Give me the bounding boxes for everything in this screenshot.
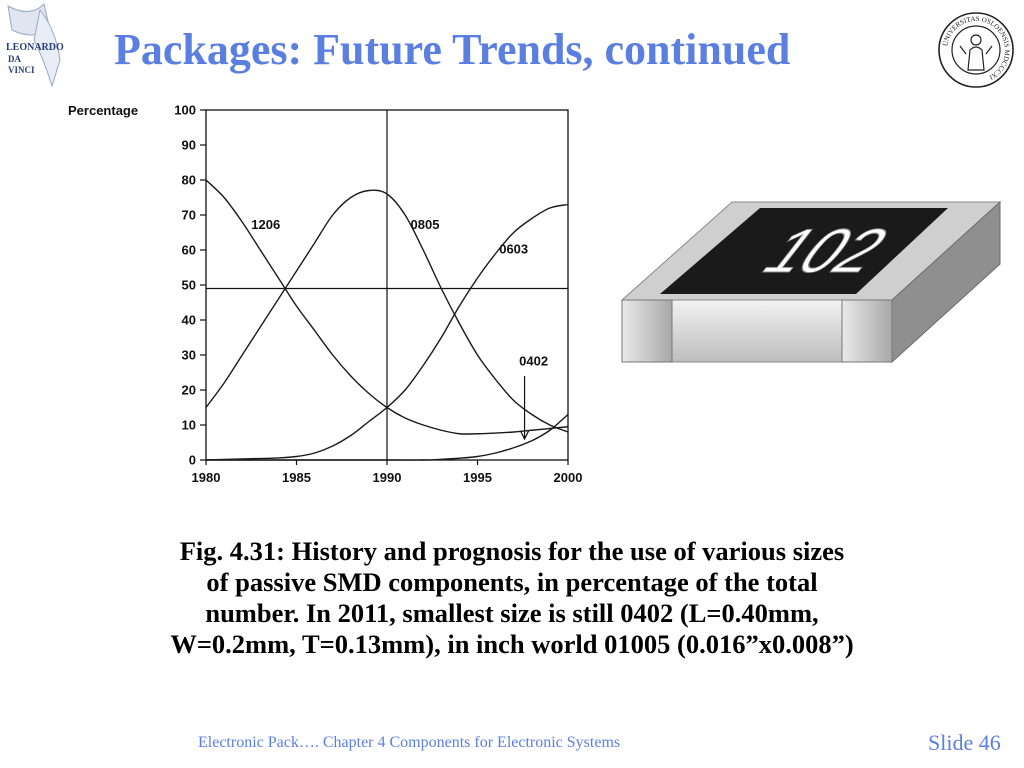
- x-tick-label: 2000: [554, 470, 583, 485]
- series-label-1206: 1206: [251, 217, 280, 232]
- logo-text-line-3: VINCI: [8, 65, 35, 75]
- series-line-0805: [205, 189, 569, 433]
- slide-number: Slide 46: [928, 730, 1001, 755]
- y-tick-label: 100: [174, 103, 196, 118]
- y-axis-label: Percentage: [68, 103, 138, 118]
- x-tick-label: 1985: [282, 470, 311, 485]
- series-label-0603: 0603: [499, 242, 528, 257]
- series-line-0402: [205, 413, 569, 461]
- smd-resistor-illustration: 102: [620, 200, 1002, 364]
- y-tick-label: 70: [182, 208, 196, 223]
- y-tick-label: 30: [182, 348, 196, 363]
- series-label-0805: 0805: [411, 217, 440, 232]
- series-label-0402: 0402: [519, 354, 548, 369]
- annotation-arrowhead-0402: [520, 430, 530, 441]
- series-line-0603: [205, 203, 569, 461]
- y-tick-label: 0: [189, 453, 196, 468]
- figure-caption: Fig. 4.31: History and prognosis for the…: [40, 536, 984, 660]
- footer-chapter: Electronic Pack…. Chapter 4 Components f…: [198, 734, 621, 751]
- x-tick-label: 1995: [463, 470, 492, 485]
- y-tick-label: 20: [182, 383, 196, 398]
- leonardo-da-vinci-logo: LEONARDO DA VINCI: [0, 0, 72, 96]
- y-tick-label: 50: [182, 278, 196, 293]
- x-tick-label: 1990: [373, 470, 402, 485]
- caption-line-4: W=0.2mm, T=0.13mm), in inch world 01005 …: [170, 629, 854, 659]
- y-tick-label: 90: [182, 138, 196, 153]
- caption-line-1: Fig. 4.31: History and prognosis for the…: [179, 536, 845, 566]
- smd-usage-chart: 0 10 20 30 40 50 60 70 80 90 100 1980 1985 1990 1995 20…: [68, 103, 583, 486]
- caption-line-2: of passive SMD components, in percentage…: [206, 567, 818, 597]
- y-tick-label: 40: [182, 313, 196, 328]
- x-tick-label: 1980: [192, 470, 221, 485]
- university-seal-logo: UNIVERSITAS OSLOENSIS MDCCCXI: [938, 12, 1014, 88]
- slide-title: Packages: Future Trends, continued: [114, 25, 791, 74]
- y-tick-label: 60: [182, 243, 196, 258]
- y-tick-label: 80: [182, 173, 196, 188]
- caption-line-3: number. In 2011, smallest size is still …: [205, 598, 819, 628]
- logo-text-line-2: DA: [8, 54, 21, 64]
- logo-text-line-1: LEONARDO: [6, 42, 64, 53]
- y-tick-label: 10: [182, 418, 196, 433]
